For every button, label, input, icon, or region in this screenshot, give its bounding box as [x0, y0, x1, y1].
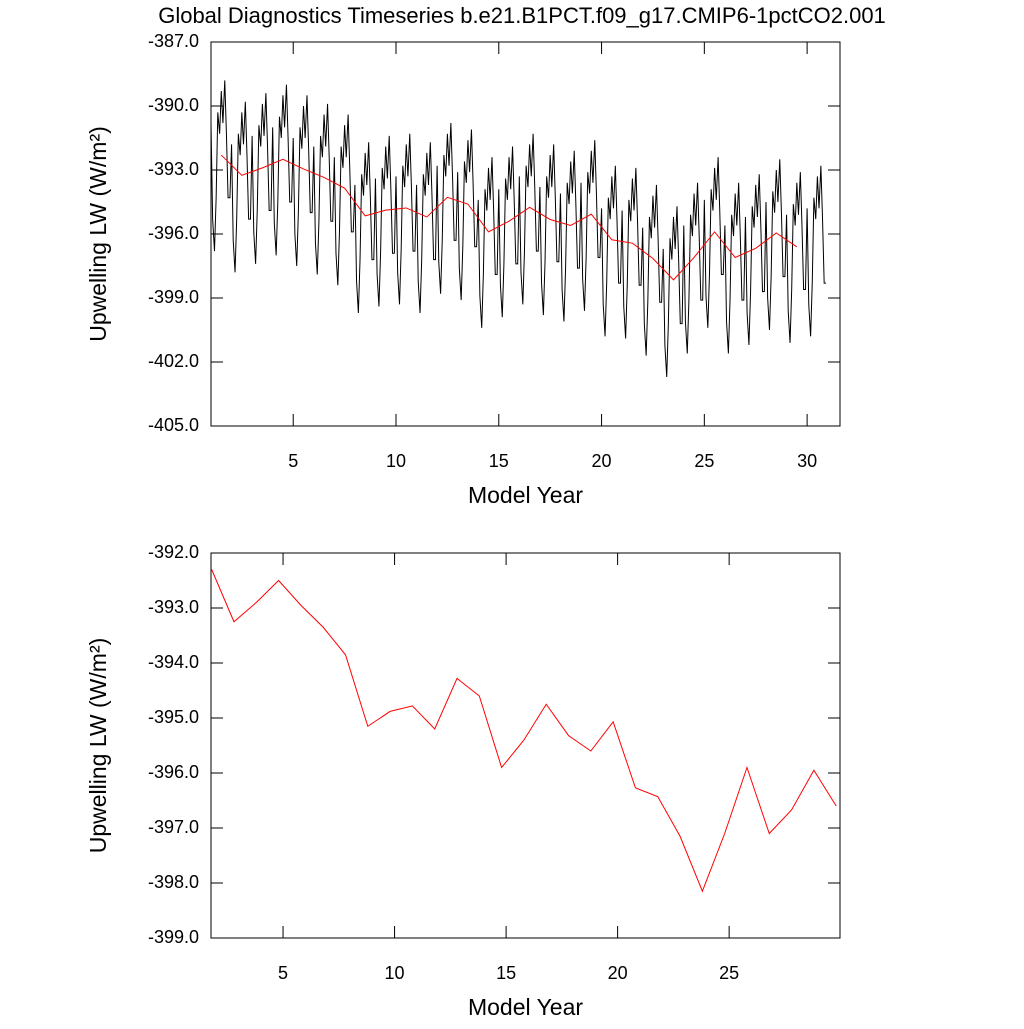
y-tick-label: -399.0	[148, 287, 199, 307]
x-tick-label: 10	[386, 451, 406, 471]
data-line	[210, 80, 827, 377]
y-tick-label: -399.0	[148, 927, 199, 947]
plot-frame	[210, 41, 841, 427]
x-tick-label: 25	[694, 451, 714, 471]
x-tick-label: 10	[385, 963, 405, 983]
y-tick-label: -398.0	[148, 872, 199, 892]
y-tick-label: -396.0	[148, 762, 199, 782]
y-tick-label: -387.0	[148, 31, 199, 51]
x-axis-label: Model Year	[468, 482, 583, 508]
y-tick-label: -393.0	[148, 597, 199, 617]
x-tick-label: 15	[496, 963, 516, 983]
x-tick-label: 25	[719, 963, 739, 983]
y-tick-label: -402.0	[148, 351, 199, 371]
y-tick-label: -392.0	[148, 542, 199, 562]
data-line	[220, 154, 798, 281]
x-tick-label: 20	[608, 963, 628, 983]
y-tick-label: -405.0	[148, 415, 199, 435]
data-line	[211, 569, 837, 893]
chart-title: Global Diagnostics Timeseries b.e21.B1PC…	[158, 3, 886, 28]
y-tick-label: -395.0	[148, 707, 199, 727]
y-tick-label: -397.0	[148, 817, 199, 837]
y-tick-label: -390.0	[148, 95, 199, 115]
y-tick-label: -394.0	[148, 652, 199, 672]
x-axis-label: Model Year	[468, 994, 583, 1020]
x-tick-label: 20	[592, 451, 612, 471]
y-tick-label: -396.0	[148, 223, 199, 243]
y-axis-label: Upwelling LW (W/m²)	[85, 638, 111, 854]
x-tick-label: 5	[288, 451, 298, 471]
x-tick-label: 5	[278, 963, 288, 983]
y-tick-label: -393.0	[148, 159, 199, 179]
x-tick-label: 30	[797, 451, 817, 471]
x-tick-label: 15	[489, 451, 509, 471]
plot-frame	[210, 552, 841, 939]
y-axis-label: Upwelling LW (W/m²)	[85, 126, 111, 342]
